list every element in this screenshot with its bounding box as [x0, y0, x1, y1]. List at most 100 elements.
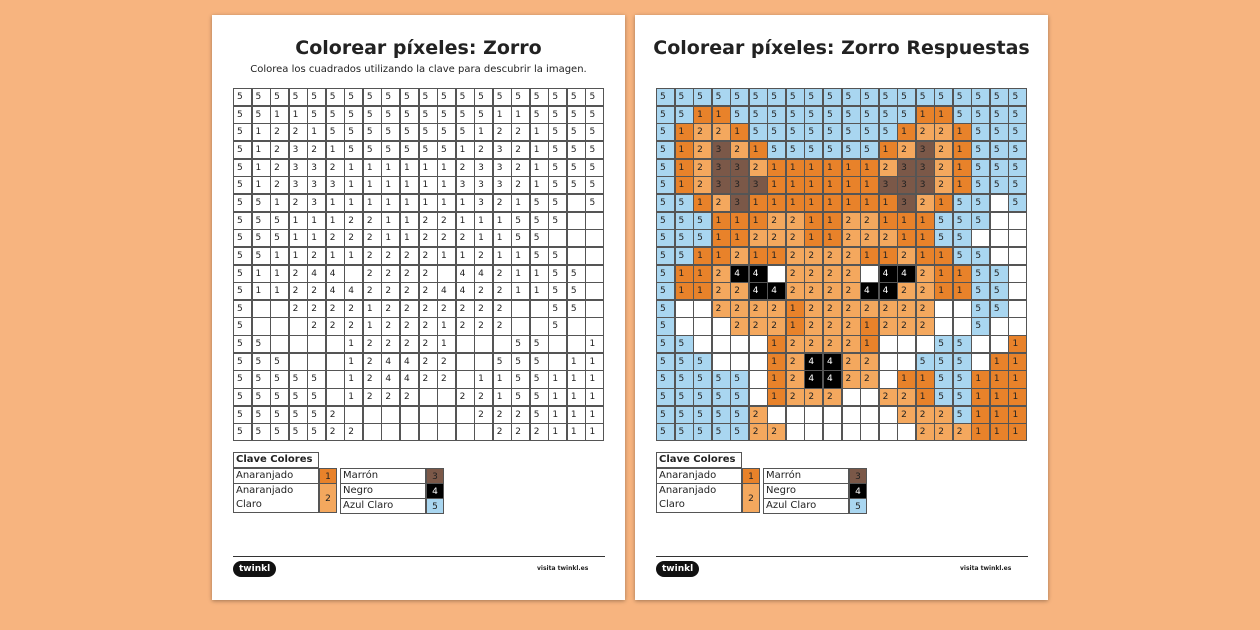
pixel-cell: 2: [474, 405, 494, 424]
pixel-cell: 5: [656, 352, 676, 371]
pixel-cell: 5: [934, 335, 954, 354]
pixel-cell: 1: [804, 193, 824, 213]
pixel-cell: 1: [270, 105, 290, 124]
pixel-cell: 4: [767, 282, 787, 301]
pixel-cell: 5: [693, 352, 713, 371]
pixel-cell: 3: [730, 193, 750, 213]
pixel-cell: 1: [474, 370, 494, 389]
pixel-cell: 5: [971, 193, 991, 213]
pixel-cell: 2: [804, 246, 824, 265]
pixel-cell: 1: [492, 211, 512, 230]
pixel-cell: 2: [897, 299, 917, 318]
pixel-cell: [288, 335, 308, 354]
pixel-cell: 5: [233, 335, 253, 354]
pixel-cell: 2: [492, 193, 512, 213]
pixel-cell: 1: [344, 193, 364, 213]
pixel-cell: 1: [344, 352, 364, 371]
pixel-cell: 5: [325, 88, 345, 107]
pixel-cell: 5: [511, 88, 531, 107]
pixel-cell: 5: [711, 423, 731, 442]
pixel-cell: 2: [418, 299, 438, 318]
pixel-cell: [989, 246, 1009, 265]
pixel-cell: 5: [548, 158, 568, 177]
pixel-cell: 1: [693, 193, 713, 213]
pixel-cell: 2: [325, 317, 345, 336]
pixel-cell: 1: [822, 158, 842, 177]
pixel-cell: 2: [362, 282, 382, 301]
pixel-cell: 1: [989, 352, 1009, 371]
pixel-cell: 1: [511, 193, 531, 213]
pixel-cell: 1: [344, 388, 364, 407]
pixel-cell: 2: [492, 405, 512, 424]
pixel-cell: 2: [915, 317, 935, 336]
pixel-cell: 5: [307, 370, 327, 389]
pixel-cell: 5: [566, 264, 586, 283]
pixel-cell: 2: [730, 282, 750, 301]
pixel-cell: 5: [841, 123, 861, 142]
pixel-cell: 5: [399, 140, 419, 160]
pixel-cell: 1: [804, 158, 824, 177]
pixel-cell: 1: [362, 193, 382, 213]
pixel-cell: 1: [989, 405, 1009, 424]
pixel-cell: 2: [418, 282, 438, 301]
pixel-cell: 1: [915, 211, 935, 230]
pixel-cell: 5: [437, 105, 457, 124]
pixel-cell: 1: [399, 193, 419, 213]
pixel-cell: 5: [529, 88, 549, 107]
pixel-cell: 5: [381, 123, 401, 142]
pixel-cell: 5: [1008, 88, 1028, 107]
pixel-cell: 5: [952, 405, 972, 424]
pixel-cell: 5: [511, 370, 531, 389]
pixel-cell: 1: [566, 352, 586, 371]
pixel-cell: 1: [492, 370, 512, 389]
pixel-cell: 5: [362, 123, 382, 142]
pixel-cell: [270, 317, 290, 336]
pixel-cell: 5: [548, 246, 568, 265]
pixel-cell: 2: [418, 264, 438, 283]
pixel-cell: 5: [674, 229, 694, 248]
pixel-cell: 5: [233, 370, 253, 389]
pixel-cell: [897, 423, 917, 442]
pixel-cell: 5: [971, 123, 991, 142]
pixel-cell: 5: [548, 211, 568, 230]
pixel-cell: 2: [362, 264, 382, 283]
pixel-cell: [344, 405, 364, 424]
pixel-cell: 5: [548, 105, 568, 124]
pixel-cell: [381, 405, 401, 424]
pixel-cell: 5: [693, 423, 713, 442]
pixel-cell: 5: [767, 123, 787, 142]
pixel-cell: 5: [511, 211, 531, 230]
pixel-cell: 1: [860, 176, 880, 195]
pixel-cell: [915, 335, 935, 354]
pixel-cell: 5: [804, 123, 824, 142]
pixel-cell: 1: [270, 282, 290, 301]
pixel-cell: 2: [767, 423, 787, 442]
pixel-cell: [711, 352, 731, 371]
pixel-cell: 5: [529, 370, 549, 389]
logo: twinkl: [233, 561, 277, 577]
pixel-cell: 5: [418, 140, 438, 160]
pixel-cell: 5: [455, 88, 475, 107]
pixel-cell: 2: [711, 193, 731, 213]
pixel-cell: 2: [767, 317, 787, 336]
pixel-cell: 2: [915, 423, 935, 442]
key-label: Anaranjado: [656, 468, 742, 484]
pixel-cell: 5: [804, 88, 824, 107]
pixel-cell: 1: [860, 317, 880, 336]
pixel-cell: 2: [307, 282, 327, 301]
pixel-cell: 2: [822, 246, 842, 265]
pixel-cell: [455, 335, 475, 354]
pixel-cell: 2: [748, 405, 768, 424]
pixel-cell: 5: [492, 88, 512, 107]
pixel-cell: 2: [455, 158, 475, 177]
pixel-cell: 5: [730, 370, 750, 389]
pixel-cell: 5: [437, 123, 457, 142]
pixel-cell: 4: [437, 282, 457, 301]
pixel-cell: 1: [437, 176, 457, 195]
pixel-cell: 5: [585, 158, 605, 177]
pixel-cell: 5: [934, 370, 954, 389]
pixel-cell: 1: [952, 176, 972, 195]
pixel-cell: 5: [748, 105, 768, 124]
pixel-cell: [325, 335, 345, 354]
